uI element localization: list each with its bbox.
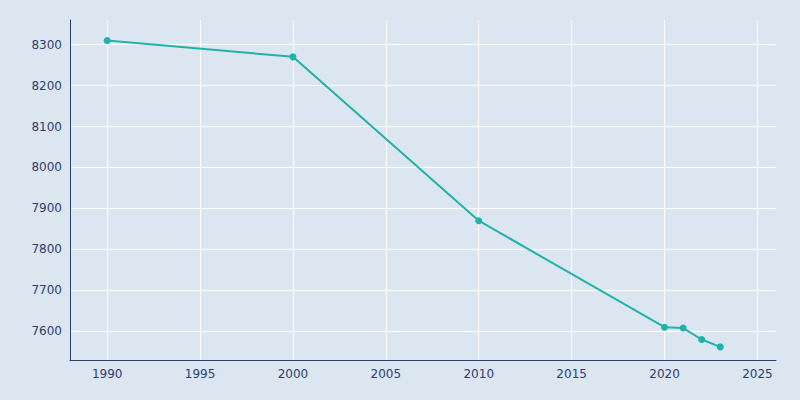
svg-text:2025: 2025	[742, 367, 773, 381]
svg-text:8100: 8100	[31, 120, 62, 134]
svg-text:8300: 8300	[31, 38, 62, 52]
svg-text:7600: 7600	[31, 324, 62, 338]
svg-text:2015: 2015	[556, 367, 587, 381]
svg-text:2000: 2000	[278, 367, 309, 381]
svg-text:8000: 8000	[31, 160, 62, 174]
svg-text:1990: 1990	[92, 367, 123, 381]
svg-text:7700: 7700	[31, 283, 62, 297]
svg-text:8200: 8200	[31, 79, 62, 93]
svg-text:7800: 7800	[31, 242, 62, 256]
svg-text:1995: 1995	[185, 367, 216, 381]
svg-text:2020: 2020	[649, 367, 680, 381]
svg-text:2005: 2005	[371, 367, 402, 381]
svg-text:2010: 2010	[463, 367, 494, 381]
svg-text:7900: 7900	[31, 201, 62, 215]
